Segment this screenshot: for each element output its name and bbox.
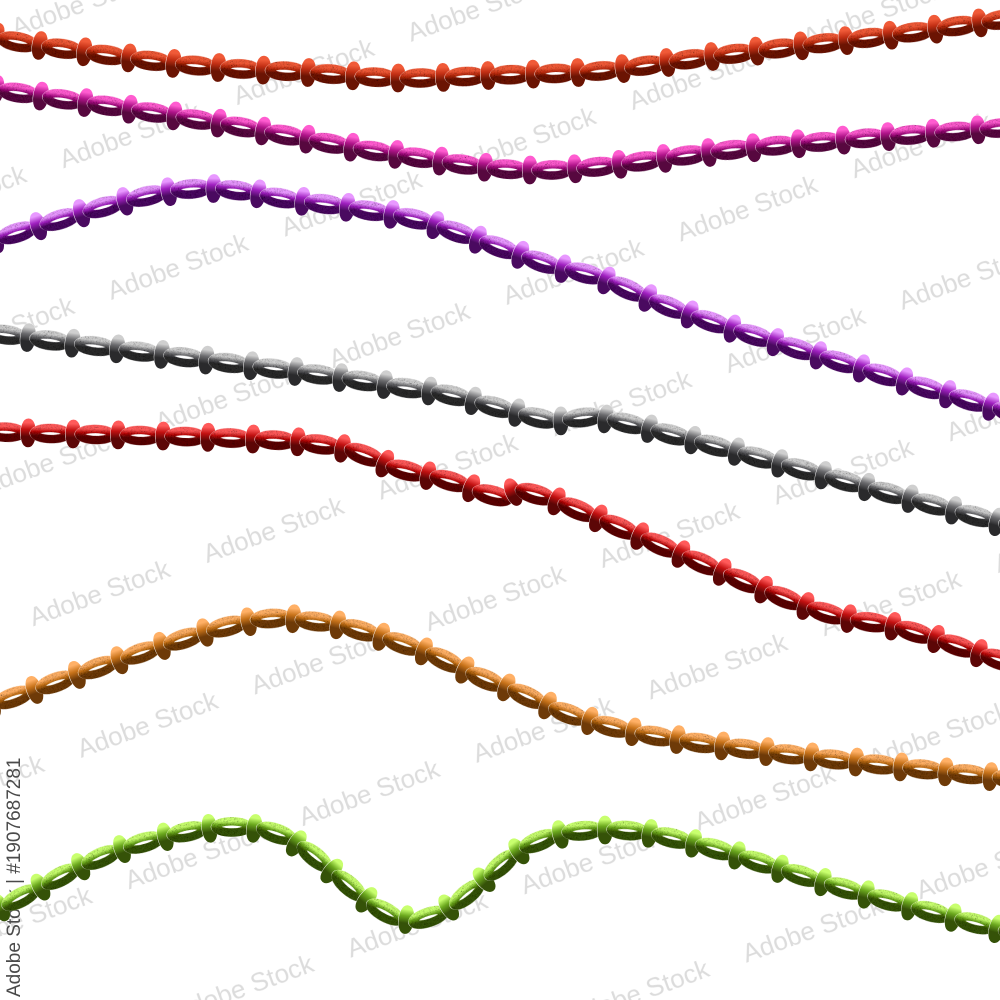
svg-text:Adobe Stock | #1907687281: Adobe Stock | #1907687281	[4, 758, 25, 997]
